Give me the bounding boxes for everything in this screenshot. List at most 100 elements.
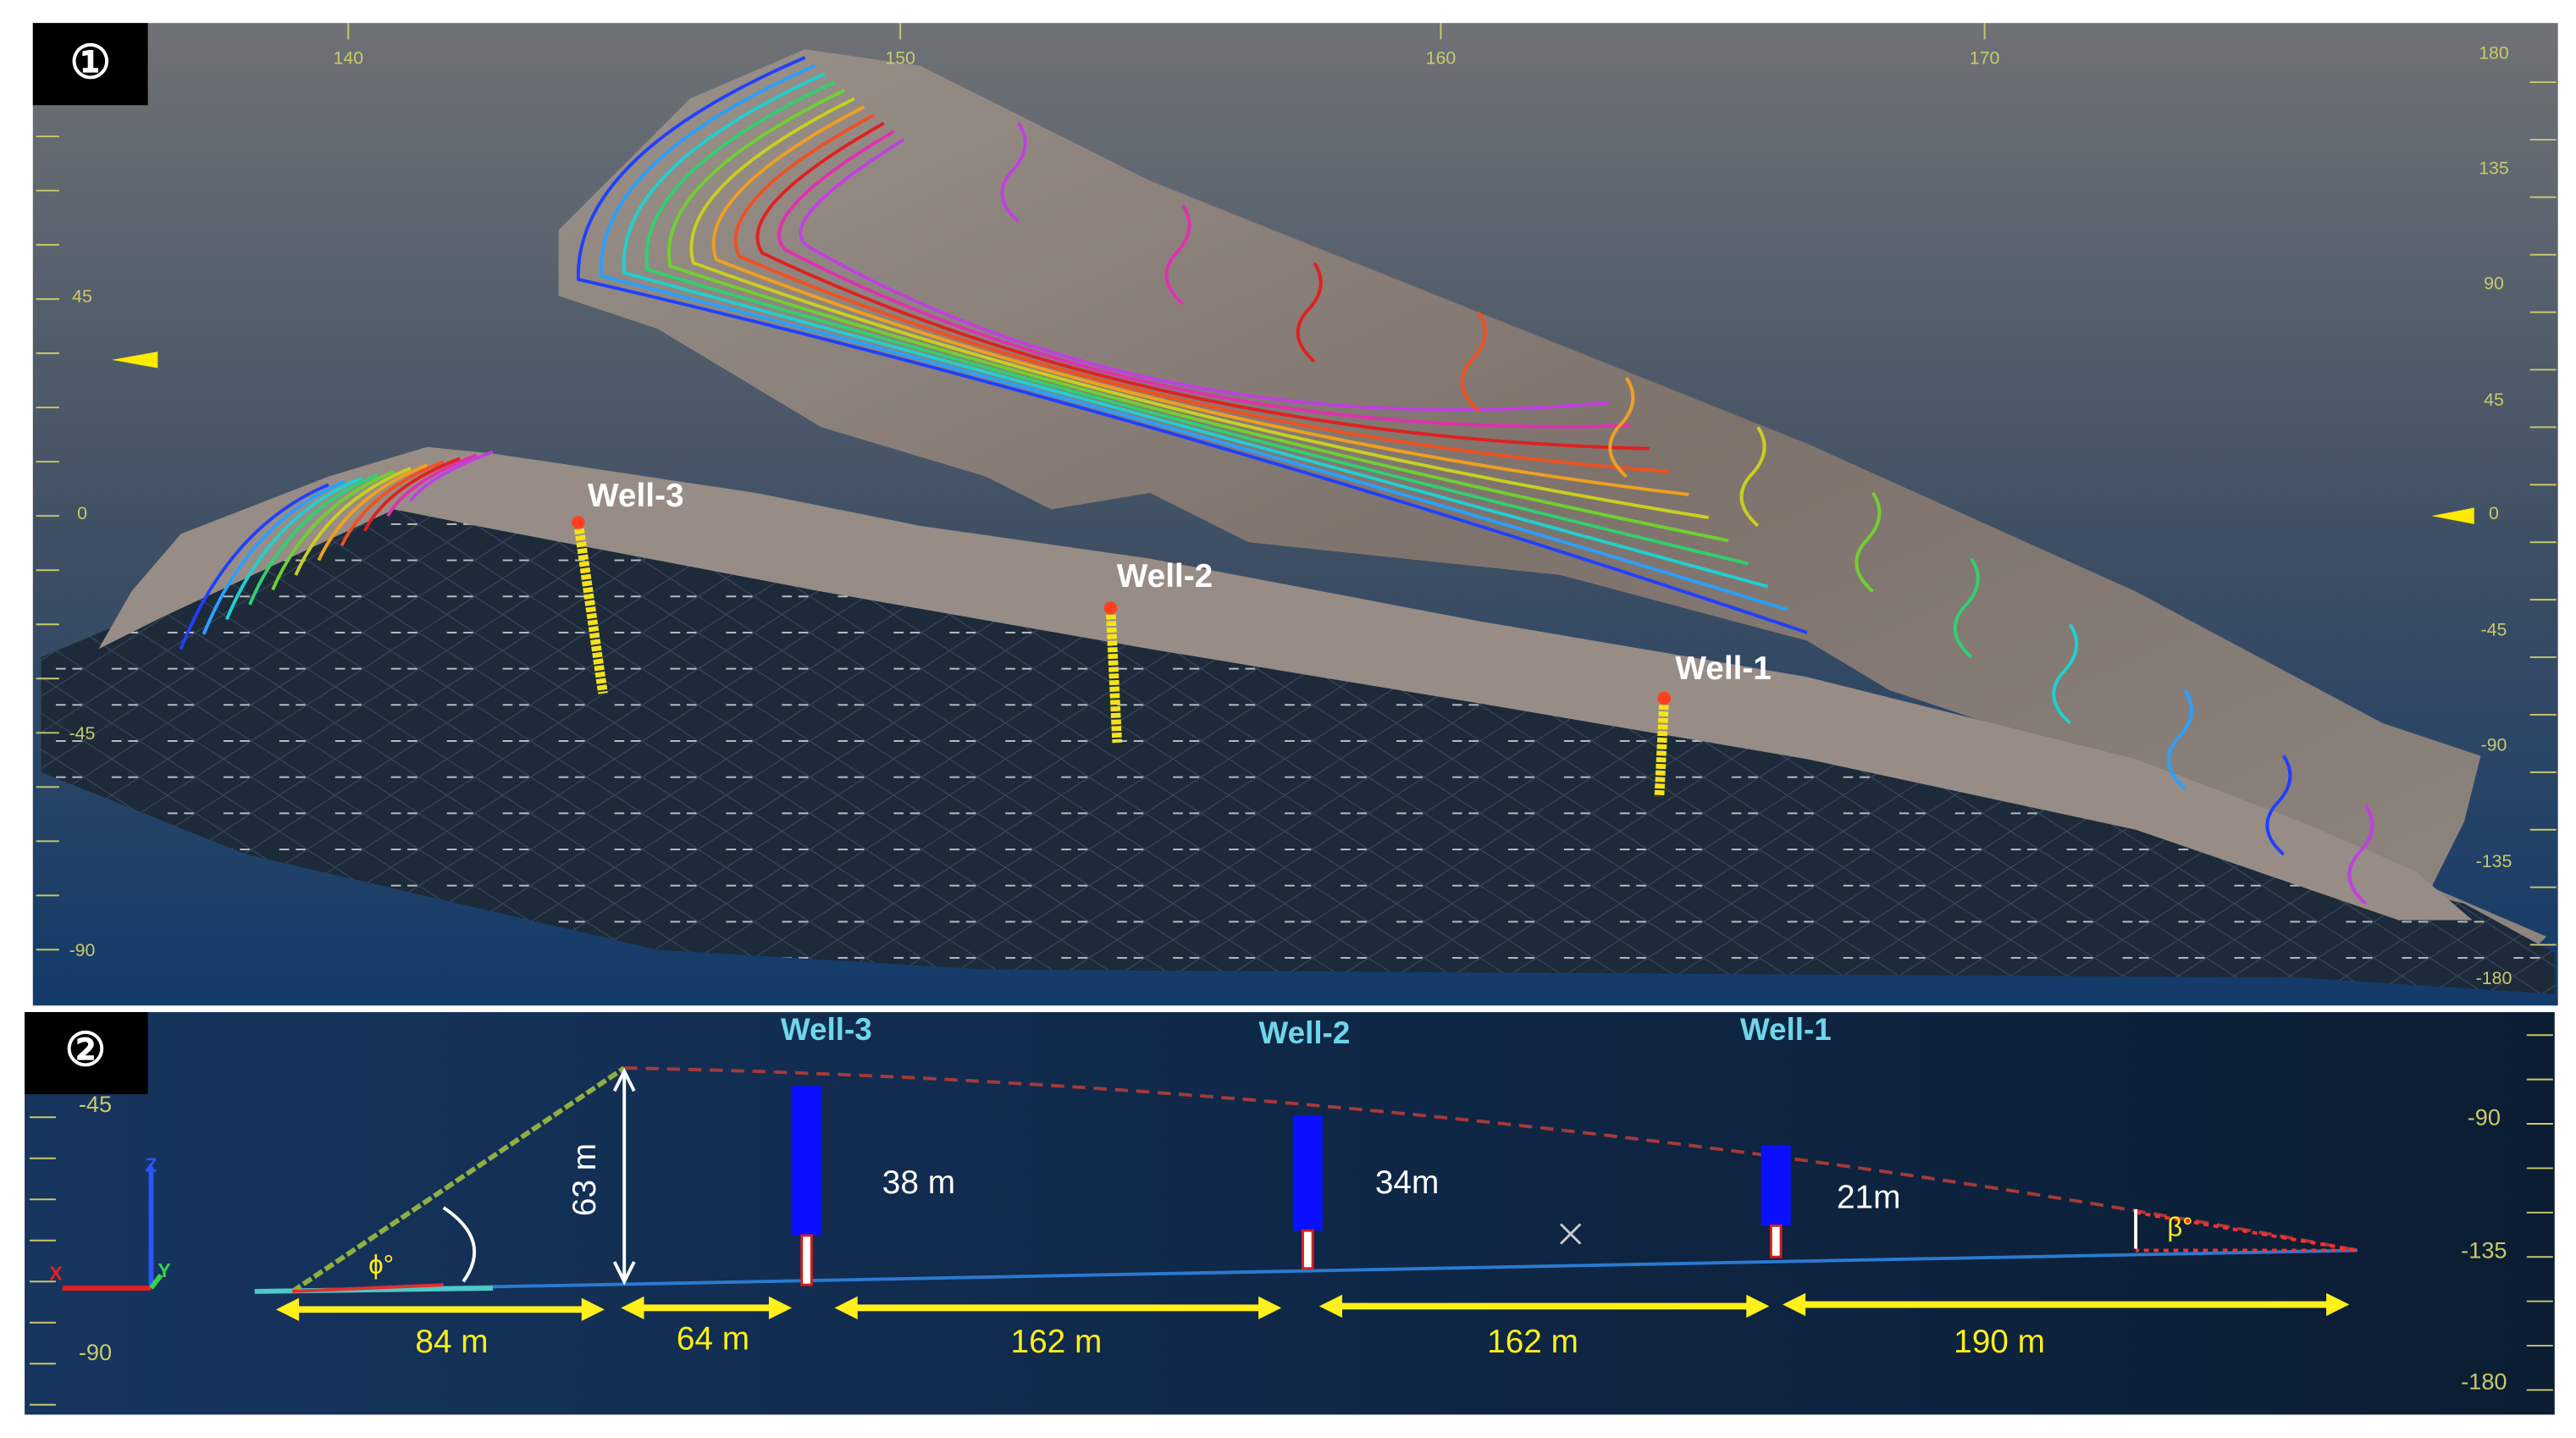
arrow-head <box>1318 1294 1343 1318</box>
left-tick-label: -45 <box>79 1091 112 1117</box>
contour-line <box>1000 122 1027 224</box>
well-head <box>1103 601 1118 615</box>
well-casing <box>792 1086 822 1236</box>
contour-line <box>362 456 461 532</box>
right-tick-label: 45 <box>2484 390 2504 410</box>
panel-badge: ② <box>65 1024 107 1076</box>
axis-letter: Z <box>145 1154 157 1176</box>
contour-line <box>1855 491 1882 593</box>
right-tick-label: -135 <box>2461 1237 2507 1264</box>
distance-label: 162 m <box>1011 1324 1103 1360</box>
panel-badge: ① <box>69 36 111 88</box>
contour-line <box>1739 426 1766 528</box>
right-tick-label: 135 <box>2479 158 2509 178</box>
right-tick-label: 90 <box>2484 273 2504 293</box>
contour-line <box>799 138 1611 412</box>
well-pole <box>573 522 608 694</box>
right-tick-label: -90 <box>2468 1103 2501 1130</box>
contour-line <box>340 460 445 546</box>
view-marker <box>2431 507 2474 524</box>
contour-line <box>622 72 1769 589</box>
well-label: Well-3 <box>588 478 684 514</box>
right-tick-label: -45 <box>2481 620 2507 640</box>
arrow-head <box>275 1297 300 1321</box>
well-label: Well-2 <box>1258 1015 1350 1050</box>
mesh-region <box>41 509 2555 994</box>
contour-line <box>294 467 412 576</box>
contour-line <box>248 473 379 606</box>
well-casing <box>1292 1115 1323 1231</box>
well-label: Well-3 <box>781 1012 872 1047</box>
arrow-head <box>1782 1292 1806 1317</box>
left-tick-label: -90 <box>79 1339 112 1365</box>
contour-line <box>644 80 1749 566</box>
well-casing <box>1761 1145 1791 1226</box>
triad <box>62 1166 163 1291</box>
well-stem <box>1302 1229 1314 1270</box>
contour-line <box>600 64 1788 611</box>
right-tick-label: -135 <box>2476 851 2512 871</box>
contour-line <box>2347 804 2374 905</box>
axis-letter: X <box>49 1263 63 1285</box>
contour-line <box>755 121 1650 451</box>
contour-line <box>271 470 395 591</box>
right-tick-label: -90 <box>2481 734 2507 755</box>
well-height: 21m <box>1837 1180 1900 1216</box>
axis-letter: Y <box>158 1259 171 1281</box>
left-tick-label: -45 <box>69 723 96 744</box>
right-tick-label: -180 <box>2461 1369 2507 1395</box>
section-profile <box>254 1065 2358 1294</box>
contour-line <box>1164 204 1191 306</box>
badge-box <box>32 23 148 106</box>
contour-line <box>689 97 1709 520</box>
upper-landform <box>558 49 2547 954</box>
top-tick-label: 140 <box>333 48 363 69</box>
distance-label: 162 m <box>1487 1324 1578 1360</box>
contour-line <box>409 450 494 502</box>
left-tick-label: -90 <box>69 940 96 960</box>
left-tick-label: 0 <box>77 503 87 523</box>
angle-label: β° <box>2167 1212 2192 1242</box>
top-tick-label: 150 <box>885 48 915 69</box>
well-stem <box>800 1234 813 1286</box>
distance-label: 64 m <box>677 1320 749 1357</box>
contour-line <box>576 56 1808 634</box>
right-tick-label: 180 <box>2479 43 2509 64</box>
well-stem <box>1769 1224 1783 1258</box>
well-head <box>1657 691 1672 705</box>
contour-line <box>1953 557 1980 659</box>
arrow-head <box>768 1296 793 1319</box>
well-label: Well-1 <box>1675 650 1772 687</box>
contour-line <box>667 88 1729 543</box>
contour-line <box>202 479 346 635</box>
slope-height: 63 m <box>567 1143 603 1216</box>
distance-label: 84 m <box>415 1324 488 1360</box>
left-tick-label: 45 <box>72 286 92 307</box>
contour-line <box>733 113 1670 473</box>
panel-section <box>25 1012 2555 1415</box>
axes-3d: 140 150 160 170 45 0 -45 -90 180 135 90 45 0 -45 -90 -1… <box>36 23 2557 988</box>
right-tick-label: -180 <box>2476 968 2512 988</box>
lower-landform <box>98 446 2473 921</box>
well-label: Well-1 <box>1740 1012 1832 1047</box>
contour-line <box>1296 262 1323 363</box>
contours <box>179 56 2374 905</box>
contour-line <box>777 130 1630 429</box>
badge-box <box>25 1012 148 1095</box>
contour-line <box>386 453 478 517</box>
contour-line <box>1608 377 1635 478</box>
well-pole <box>1654 698 1670 798</box>
arrow-head <box>2326 1292 2350 1317</box>
well-pole <box>1105 607 1123 744</box>
contour-line <box>2167 689 2193 790</box>
top-tick-label: 170 <box>1970 48 2000 69</box>
well-height: 38 m <box>882 1164 955 1201</box>
contour-line <box>317 463 428 561</box>
contour-line <box>179 483 329 650</box>
well-label: Well-2 <box>1117 558 1213 595</box>
contour-line <box>224 476 362 621</box>
view-marker <box>111 351 158 368</box>
right-tick-label: 0 <box>2489 503 2499 523</box>
contour-line <box>1460 311 1487 412</box>
